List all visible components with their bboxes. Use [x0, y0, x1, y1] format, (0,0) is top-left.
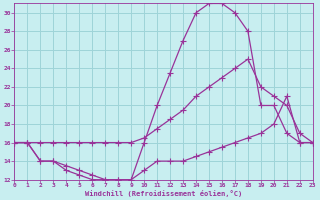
X-axis label: Windchill (Refroidissement éolien,°C): Windchill (Refroidissement éolien,°C)	[85, 190, 242, 197]
